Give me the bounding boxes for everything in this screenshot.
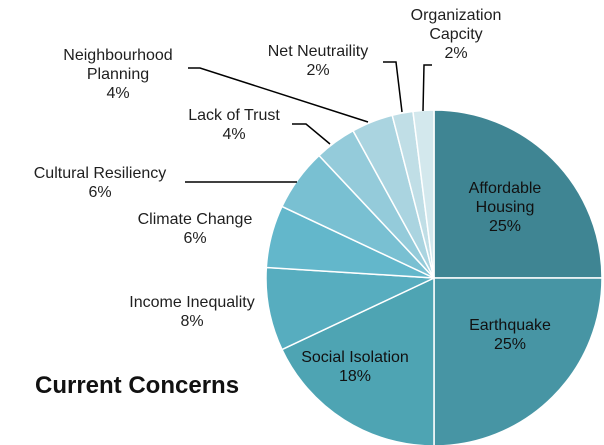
- value-label: 6%: [183, 230, 206, 247]
- category-label: Lack of Trust: [188, 107, 280, 124]
- category-label: Housing: [476, 199, 535, 216]
- value-label: 2%: [306, 62, 329, 79]
- value-label: 25%: [489, 218, 521, 235]
- pie-slice-affordable-housing: [433, 109, 603, 279]
- leader-line-neighbourhood-planning: [188, 67, 369, 123]
- value-label: 4%: [106, 85, 129, 102]
- data-label-organization-capcity: Organization Capcity 2%: [411, 7, 502, 62]
- value-label: 2%: [444, 45, 467, 62]
- category-label: Net Neutraility: [268, 43, 368, 60]
- leader-line-net-neutraility: [383, 61, 403, 113]
- pie-slice-earthquake: [433, 277, 603, 445]
- value-label: 25%: [494, 336, 526, 353]
- category-label: Social Isolation: [301, 349, 409, 366]
- leader-line-lack-of-trust: [292, 123, 331, 145]
- leader-line-organization-capcity: [422, 64, 432, 112]
- data-label-income-inequality: Income Inequality 8%: [129, 294, 254, 330]
- category-label: Organization: [411, 7, 502, 24]
- value-label: 4%: [222, 126, 245, 143]
- data-label-affordable-housing: Affordable Housing 25%: [469, 180, 542, 235]
- value-label: 18%: [339, 368, 371, 385]
- category-label: Cultural Resiliency: [34, 165, 167, 182]
- data-label-net-neutraility: Net Neutraility 2%: [268, 43, 368, 79]
- category-label: Earthquake: [469, 317, 551, 334]
- value-label: 6%: [88, 184, 111, 201]
- pie-slice-social-isolation: [280, 276, 435, 445]
- data-label-earthquake: Earthquake 25%: [469, 317, 551, 353]
- category-label: Affordable: [469, 180, 542, 197]
- data-label-cultural-resiliency: Cultural Resiliency 6%: [34, 165, 167, 201]
- value-label: 8%: [180, 313, 203, 330]
- category-label: Climate Change: [138, 211, 253, 228]
- category-label: Planning: [87, 66, 149, 83]
- data-label-neighbourhood-planning: Neighbourhood Planning 4%: [63, 47, 172, 102]
- chart-title: Current Concerns: [35, 372, 240, 399]
- data-label-social-isolation: Social Isolation 18%: [301, 349, 409, 385]
- data-label-climate-change: Climate Change 6%: [138, 211, 253, 247]
- data-label-lack-of-trust: Lack of Trust 4%: [188, 107, 280, 143]
- category-label: Income Inequality: [129, 294, 254, 311]
- category-label: Neighbourhood: [63, 47, 172, 64]
- category-label: Capcity: [429, 26, 482, 43]
